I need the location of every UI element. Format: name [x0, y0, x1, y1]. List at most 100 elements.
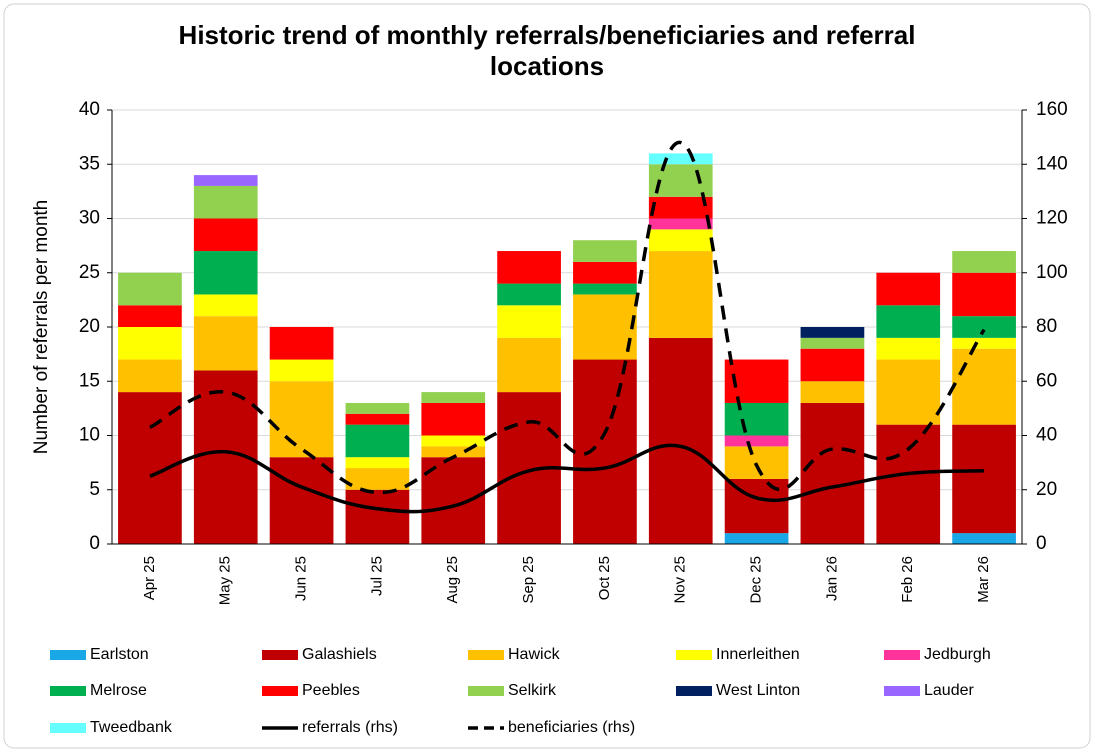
legend-label: Tweedbank — [90, 719, 173, 736]
bar-segment — [421, 435, 486, 447]
x-tick-label: May 25 — [217, 556, 234, 605]
bar-segment — [345, 413, 410, 425]
y-tick-label: 0 — [89, 533, 100, 554]
bar-segment — [876, 424, 941, 544]
x-tick-label: Jan 26 — [823, 556, 840, 601]
bar-segment — [876, 337, 941, 360]
bar-segment — [118, 392, 182, 544]
legend-label: beneficiaries (rhs) — [508, 719, 635, 736]
bar-segment — [118, 327, 182, 360]
bar-segment — [724, 533, 789, 544]
bar-segment — [800, 348, 865, 382]
bar-segment — [193, 294, 258, 317]
bar-segment — [421, 402, 486, 436]
bar-segment — [952, 272, 1016, 317]
chart-title: Historic trend of monthly referrals/bene… — [178, 20, 916, 81]
line-series — [149, 140, 986, 495]
bar-segment — [648, 218, 713, 230]
legend-swatch — [884, 650, 920, 660]
legend-swatch — [676, 686, 712, 696]
legend-swatch — [262, 650, 298, 660]
bar-segment — [193, 316, 258, 371]
bar-segment — [497, 283, 561, 306]
bar-segment — [269, 381, 334, 458]
bar-segment — [648, 251, 713, 338]
bar-segment — [421, 392, 486, 403]
legend-swatch — [50, 650, 86, 660]
legend-label: Selkirk — [508, 682, 557, 699]
bar-segment — [193, 218, 258, 252]
y-tick-label: 40 — [79, 99, 100, 120]
bar-segment — [876, 359, 941, 425]
bar-segment — [876, 272, 941, 306]
y-tick-label: 25 — [79, 262, 100, 283]
y2-tick-label: 160 — [1036, 99, 1068, 120]
bar-segment — [497, 337, 561, 393]
bar-segment — [421, 457, 486, 544]
bar-segment — [118, 305, 182, 327]
y-tick-label: 20 — [79, 316, 100, 337]
legend-label: West Linton — [716, 682, 800, 699]
bar-segment — [724, 402, 789, 436]
y-tick-label: 30 — [79, 208, 100, 229]
legend-label: referrals (rhs) — [302, 719, 398, 736]
bar-segment — [573, 240, 637, 262]
bar-segment — [118, 359, 182, 393]
legend-label: Lauder — [924, 682, 974, 699]
bar-segment — [648, 229, 713, 252]
bar-segment — [724, 435, 789, 447]
bar-segment — [648, 196, 713, 219]
y2-tick-label: 20 — [1036, 479, 1057, 500]
bar-segment — [345, 468, 410, 490]
bar-segment — [952, 316, 1016, 338]
x-tick-label: Jun 25 — [293, 556, 310, 601]
bar-segment — [648, 337, 713, 544]
legend-label: Hawick — [508, 646, 561, 663]
line-series — [149, 443, 985, 514]
bar-segment — [876, 305, 941, 338]
y-tick-label: 5 — [89, 479, 100, 500]
x-tick-label: Feb 26 — [899, 556, 916, 603]
bar-segment — [497, 251, 561, 284]
x-tick-label: Nov 25 — [672, 556, 689, 604]
bar-segment — [648, 153, 713, 165]
legend-label: Earlston — [90, 646, 149, 663]
frame — [3, 3, 1091, 749]
bar-segment — [345, 457, 410, 469]
bar-segment — [193, 185, 258, 219]
legend-swatch — [50, 686, 86, 696]
bar-segment — [193, 251, 258, 295]
bar-segment — [952, 348, 1016, 425]
bar-segment — [573, 261, 637, 284]
legend-swatch — [884, 686, 920, 696]
y2-tick-label: 80 — [1036, 316, 1057, 337]
bar-segment — [269, 359, 334, 382]
bar-segment — [800, 327, 865, 338]
bar-segment — [800, 402, 865, 544]
legend-swatch — [676, 650, 712, 660]
y-axis-label: Number of referrals per month — [31, 200, 52, 455]
legend-swatch — [262, 686, 298, 696]
bar-segment — [345, 424, 410, 458]
legend-swatch — [468, 650, 504, 660]
y2-tick-label: 100 — [1036, 262, 1068, 283]
legend-label: Melrose — [90, 682, 147, 699]
x-tick-label: Aug 25 — [444, 556, 461, 604]
y2-tick-label: 40 — [1036, 425, 1057, 446]
legend-label: Innerleithen — [716, 646, 800, 663]
y-tick-label: 10 — [79, 425, 100, 446]
legend-label: Peebles — [302, 682, 360, 699]
bar-segment — [269, 457, 334, 544]
x-tick-label: Oct 25 — [596, 556, 613, 600]
x-tick-label: Apr 25 — [141, 556, 158, 600]
bar-segment — [800, 381, 865, 403]
bar-segment — [573, 294, 637, 360]
bar-segment — [345, 489, 410, 544]
y-tick-label: 35 — [79, 153, 100, 174]
bar-segment — [573, 359, 637, 544]
y2-tick-label: 140 — [1036, 153, 1068, 174]
bar-segment — [497, 305, 561, 338]
x-tick-label: Dec 25 — [748, 556, 765, 604]
